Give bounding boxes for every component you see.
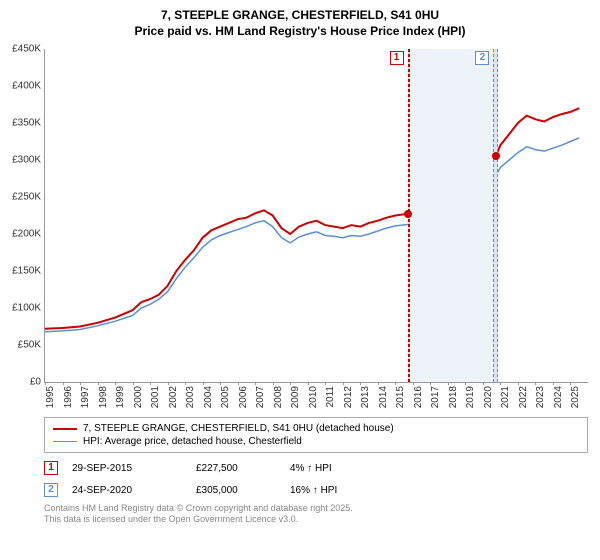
x-axis-tick-mark xyxy=(465,382,466,385)
y-axis-tick-label: £350K xyxy=(1,118,41,129)
x-axis-tick-mark xyxy=(168,382,169,385)
x-axis-tick-mark xyxy=(220,382,221,385)
y-axis-tick-label: £100K xyxy=(1,303,41,314)
x-axis-tick-mark xyxy=(255,382,256,385)
sale-index-badge: 2 xyxy=(44,483,58,497)
plot-region: 12£0£50K£100K£150K£200K£250K£300K£350K£4… xyxy=(44,49,588,383)
sale-price: £227,500 xyxy=(196,463,276,474)
y-axis-tick-label: £450K xyxy=(1,44,41,55)
x-axis-tick-mark xyxy=(395,382,396,385)
y-axis-tick-label: £0 xyxy=(1,377,41,388)
sale-index-badge: 1 xyxy=(44,461,58,475)
sale-marker-label: 1 xyxy=(390,51,404,65)
x-axis-tick-mark xyxy=(343,382,344,385)
title-subtitle: Price paid vs. HM Land Registry's House … xyxy=(0,24,600,40)
x-axis-tick-mark xyxy=(570,382,571,385)
y-axis-tick-label: £300K xyxy=(1,155,41,166)
x-axis-tick-mark xyxy=(273,382,274,385)
x-axis-tick-mark xyxy=(115,382,116,385)
x-axis-tick-mark xyxy=(45,382,46,385)
x-axis-tick-mark xyxy=(360,382,361,385)
chart-title-block: 7, STEEPLE GRANGE, CHESTERFIELD, S41 0HU… xyxy=(0,0,600,43)
sale-marker-label: 2 xyxy=(475,51,489,65)
x-axis-tick-mark xyxy=(133,382,134,385)
legend-box: 7, STEEPLE GRANGE, CHESTERFIELD, S41 0HU… xyxy=(44,417,588,453)
shaded-region xyxy=(408,49,495,382)
line-series-svg xyxy=(45,49,588,382)
sale-rows: 1 29-SEP-2015 £227,500 4% ↑ HPI 2 24-SEP-2020… xyxy=(44,457,588,501)
sale-pct-vs-hpi: 16% ↑ HPI xyxy=(290,485,380,496)
chart-area: 12£0£50K£100K£150K£200K£250K£300K£350K£4… xyxy=(44,43,588,413)
x-axis-tick-mark xyxy=(98,382,99,385)
legend-label: 7, STEEPLE GRANGE, CHESTERFIELD, S41 0HU… xyxy=(83,423,394,434)
series-line xyxy=(45,108,579,329)
sale-date: 24-SEP-2020 xyxy=(72,485,182,496)
sale-marker-band xyxy=(493,49,498,382)
y-axis-tick-label: £200K xyxy=(1,229,41,240)
x-axis-tick-mark xyxy=(290,382,291,385)
x-axis-tick-mark xyxy=(238,382,239,385)
footer-line-2: This data is licensed under the Open Gov… xyxy=(44,514,588,525)
title-address: 7, STEEPLE GRANGE, CHESTERFIELD, S41 0HU xyxy=(0,8,600,24)
x-axis-tick-mark xyxy=(413,382,414,385)
y-axis-tick-label: £400K xyxy=(1,81,41,92)
x-axis-tick-mark xyxy=(308,382,309,385)
y-axis-tick-label: £50K xyxy=(1,340,41,351)
x-axis-tick-mark xyxy=(185,382,186,385)
x-axis-tick-mark xyxy=(430,382,431,385)
sale-row: 2 24-SEP-2020 £305,000 16% ↑ HPI xyxy=(44,479,588,501)
legend-swatch xyxy=(53,441,77,442)
x-axis-tick-mark xyxy=(518,382,519,385)
y-axis-tick-label: £150K xyxy=(1,266,41,277)
legend-swatch xyxy=(53,428,77,430)
sale-pct-vs-hpi: 4% ↑ HPI xyxy=(290,463,380,474)
sale-date: 29-SEP-2015 xyxy=(72,463,182,474)
series-line xyxy=(45,138,579,332)
legend-item: HPI: Average price, detached house, Ches… xyxy=(53,435,579,448)
footer-line-1: Contains HM Land Registry data © Crown c… xyxy=(44,503,588,514)
x-axis-tick-mark xyxy=(80,382,81,385)
x-axis-tick-mark xyxy=(448,382,449,385)
footer-attribution: Contains HM Land Registry data © Crown c… xyxy=(44,503,588,525)
legend-item: 7, STEEPLE GRANGE, CHESTERFIELD, S41 0HU… xyxy=(53,422,579,435)
legend-label: HPI: Average price, detached house, Ches… xyxy=(83,436,302,447)
x-axis-tick-mark xyxy=(553,382,554,385)
x-axis-tick-mark xyxy=(535,382,536,385)
x-axis-tick-mark xyxy=(63,382,64,385)
sale-dot xyxy=(492,152,500,160)
y-axis-tick-label: £250K xyxy=(1,192,41,203)
x-axis-tick-mark xyxy=(203,382,204,385)
x-axis-tick-mark xyxy=(150,382,151,385)
sale-price: £305,000 xyxy=(196,485,276,496)
sale-row: 1 29-SEP-2015 £227,500 4% ↑ HPI xyxy=(44,457,588,479)
x-axis-tick-mark xyxy=(378,382,379,385)
x-axis-tick-mark xyxy=(483,382,484,385)
sale-dot xyxy=(404,210,412,218)
x-axis-tick-mark xyxy=(500,382,501,385)
